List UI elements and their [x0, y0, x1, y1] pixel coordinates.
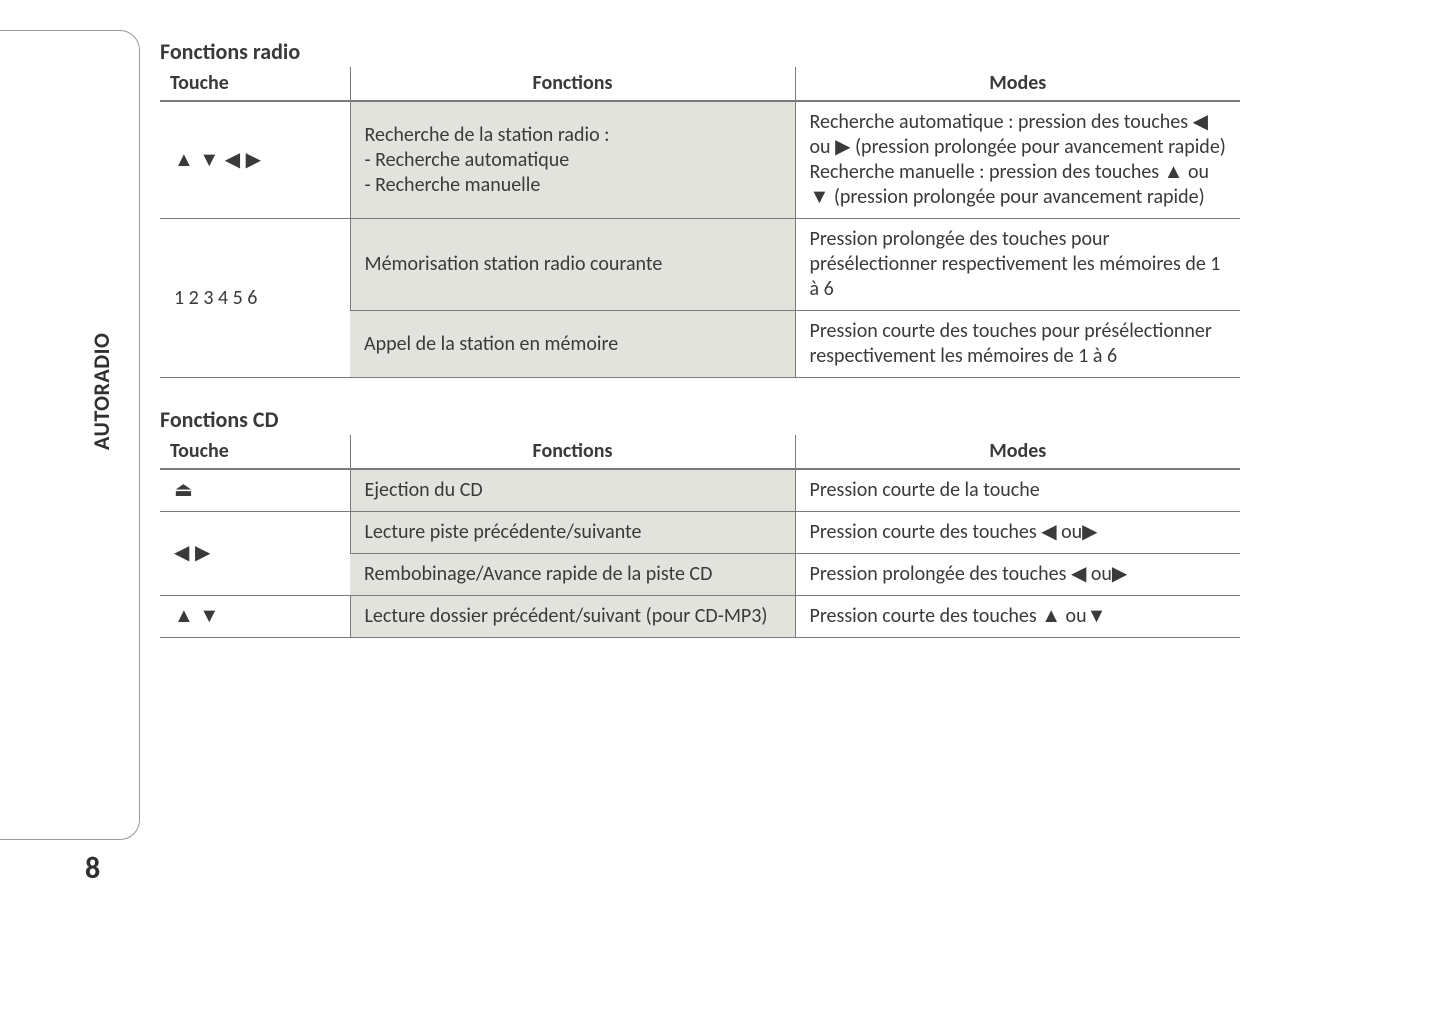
sidebar-label: AUTORADIO [88, 333, 115, 450]
cell-touche: ▲ ▼ ◀ ▶ [160, 101, 350, 219]
cell-fonctions: Appel de la station en mémoire [350, 311, 795, 378]
header-touche: Touche [160, 67, 350, 101]
text-line: - Recherche automatique [365, 148, 570, 172]
text-span: ou [810, 135, 836, 159]
down-icon: ▼ [810, 186, 830, 208]
cd-table: Touche Fonctions Modes ⏏ Ejection du CD … [160, 435, 1240, 638]
text-span: ou [1057, 520, 1083, 544]
up-icon: ▲ [1164, 161, 1184, 183]
text-span: Recherche manuelle : pression des touche… [810, 160, 1164, 184]
header-modes: Modes [795, 67, 1240, 101]
cell-modes: Pression courte des touches ◀ ou▶ [795, 512, 1240, 554]
cell-modes: Recherche automatique : pression des tou… [795, 101, 1240, 219]
table-header-row: Touche Fonctions Modes [160, 67, 1240, 101]
table-row: 1 2 3 4 5 6 Mémorisation station radio c… [160, 219, 1240, 311]
text-span: ou [1086, 562, 1112, 586]
text-span: Recherche automatique : pression des tou… [810, 110, 1193, 134]
right-icon: ▶ [835, 136, 850, 158]
radio-table: Touche Fonctions Modes ▲ ▼ ◀ ▶ Recherche… [160, 67, 1240, 378]
left-icon: ◀ [1193, 111, 1208, 133]
cell-fonctions: Mémorisation station radio courante [350, 219, 795, 311]
cell-fonctions: Rembobinage/Avance rapide de la piste CD [350, 554, 795, 596]
eject-icon: ⏏ [174, 479, 193, 501]
cell-modes: Pression prolongée des touches pour prés… [795, 219, 1240, 311]
page-number: 8 [85, 850, 100, 887]
left-icon: ◀ [1071, 563, 1086, 585]
table-row: ⏏ Ejection du CD Pression courte de la t… [160, 469, 1240, 512]
text-span: Pression prolongée des touches [810, 562, 1071, 586]
cell-modes: Pression courte des touches pour préséle… [795, 311, 1240, 378]
content: Fonctions radio Touche Fonctions Modes ▲… [160, 38, 1240, 638]
cell-fonctions: Lecture dossier précédent/suivant (pour … [350, 596, 795, 638]
cell-modes: Pression prolongée des touches ◀ ou▶ [795, 554, 1240, 596]
cell-touche: ◀ ▶ [160, 512, 350, 596]
cell-touche: ⏏ [160, 469, 350, 512]
table-row: ▲ ▼ ◀ ▶ Recherche de la station radio : … [160, 101, 1240, 219]
cell-fonctions: Ejection du CD [350, 469, 795, 512]
text-span: Pression courte des touches [810, 520, 1042, 544]
text-span: ou [1061, 604, 1087, 628]
cell-touche: 1 2 3 4 5 6 [160, 219, 350, 378]
cell-fonctions: Recherche de la station radio : - Recher… [350, 101, 795, 219]
table-header-row: Touche Fonctions Modes [160, 435, 1240, 469]
table-row: ◀ ▶ Lecture piste précédente/suivante Pr… [160, 512, 1240, 554]
text-span: ou [1183, 160, 1209, 184]
section-title-radio: Fonctions radio [160, 38, 1240, 65]
up-icon: ▲ [1041, 605, 1061, 627]
text-line: - Recherche manuelle [365, 173, 541, 197]
text-line: Recherche de la station radio : [365, 123, 610, 147]
text-span: (pression prolongée pour avancement rapi… [850, 135, 1225, 159]
cell-modes: Pression courte de la touche [795, 469, 1240, 512]
text-span: (pression prolongée pour avancement rapi… [829, 185, 1204, 209]
cell-modes: Pression courte des touches ▲ ou▼ [795, 596, 1240, 638]
table-row: ▲ ▼ Lecture dossier précédent/suivant (p… [160, 596, 1240, 638]
header-fonctions: Fonctions [350, 67, 795, 101]
header-touche: Touche [160, 435, 350, 469]
left-icon: ◀ [1041, 521, 1056, 543]
down-icon: ▼ [1087, 605, 1107, 627]
cell-fonctions: Lecture piste précédente/suivante [350, 512, 795, 554]
header-fonctions: Fonctions [350, 435, 795, 469]
header-modes: Modes [795, 435, 1240, 469]
cell-touche: ▲ ▼ [160, 596, 350, 638]
page-frame [0, 30, 140, 840]
right-icon: ▶ [1112, 563, 1127, 585]
right-icon: ▶ [1082, 521, 1097, 543]
text-span: Pression courte des touches [810, 604, 1042, 628]
section-title-cd: Fonctions CD [160, 406, 1240, 433]
